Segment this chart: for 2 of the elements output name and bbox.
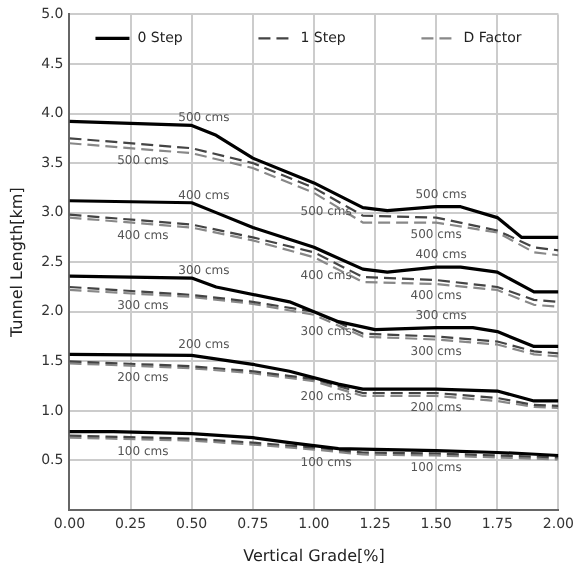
x-axis-title: Vertical Grade[%] xyxy=(243,546,385,565)
y-axis-title: Tunnel Length[km] xyxy=(7,187,26,340)
